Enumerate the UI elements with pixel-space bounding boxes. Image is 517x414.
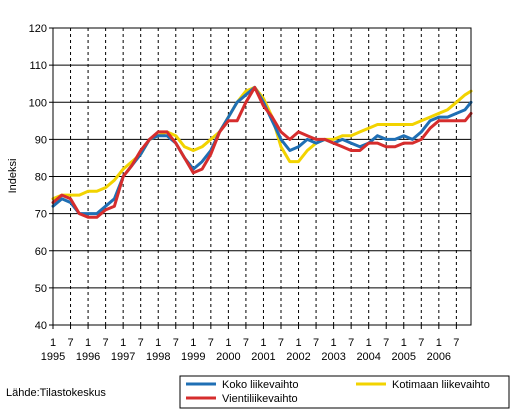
x-tick-label-month: 1: [225, 337, 231, 349]
x-tick-label-month: 1: [366, 337, 372, 349]
x-tick-label-month: 7: [348, 337, 354, 349]
series-lines: [51, 85, 473, 219]
x-tick-label-month: 7: [173, 337, 179, 349]
x-tick-label-month: 7: [418, 337, 424, 349]
legend-label-vienti: Vientiliikevaihto: [222, 393, 298, 405]
legend-item-vienti: Vientiliikevaihto: [186, 393, 298, 405]
legend-item-kotimaan: Kotimaan liikevaihto: [356, 379, 490, 391]
x-tick-label-year: 1999: [181, 351, 205, 363]
x-tick-label-year: 2003: [321, 351, 345, 363]
y-tick-label: 60: [35, 246, 47, 258]
x-tick-label-year: 2004: [356, 351, 380, 363]
x-tick-label-month: 1: [155, 337, 161, 349]
legend-item-koko: Koko liikevaihto: [186, 379, 298, 391]
x-tick-label-month: 1: [401, 337, 407, 349]
y-axis-ticks: 40 50 60 70 80 90 100 110 120: [29, 23, 53, 332]
x-tick-label-month: 7: [208, 337, 214, 349]
y-tick-label: 50: [35, 283, 47, 295]
x-tick-label-month: 7: [453, 337, 459, 349]
series-line-1: [51, 85, 473, 201]
x-tick-label-month: 7: [313, 337, 319, 349]
x-tick-label-month: 7: [103, 337, 109, 349]
x-tick-label-month: 1: [260, 337, 266, 349]
y-tick-label: 40: [35, 320, 47, 332]
legend-label-kotimaan: Kotimaan liikevaihto: [392, 379, 490, 391]
legend-box: [179, 375, 510, 409]
x-tick-label-year: 1995: [41, 351, 65, 363]
x-tick-label-month: 7: [67, 337, 73, 349]
y-tick-label: 110: [29, 60, 47, 72]
x-tick-label-year: 1997: [111, 351, 135, 363]
y-tick-label: 100: [29, 97, 47, 109]
x-tick-label-month: 7: [243, 337, 249, 349]
y-tick-label: 70: [35, 209, 47, 221]
x-tick-label-year: 1996: [76, 351, 100, 363]
x-tick-label-month: 7: [383, 337, 389, 349]
x-tick-label-year: 2001: [251, 351, 275, 363]
x-tick-label-month: 1: [331, 337, 337, 349]
x-tick-label-year: 2002: [286, 351, 310, 363]
x-tick-label-month: 7: [278, 337, 284, 349]
plot-frame: [52, 27, 472, 326]
x-tick-label-month: 7: [138, 337, 144, 349]
x-tick-label-month: 1: [190, 337, 196, 349]
source-note: Lähde:Tilastokeskus: [6, 387, 106, 399]
y-tick-label: 90: [35, 134, 47, 146]
series-line-2: [51, 85, 473, 219]
x-tick-label-year: 1998: [146, 351, 170, 363]
x-tick-label-year: 2005: [392, 351, 416, 363]
x-tick-label-month: 1: [85, 337, 91, 349]
y-tick-label: 80: [35, 172, 47, 184]
legend: Koko liikevaihto Kotimaan liikevaihto Vi…: [179, 375, 510, 409]
x-tick-label-month: 1: [295, 337, 301, 349]
legend-label-koko: Koko liikevaihto: [222, 379, 298, 391]
x-tick-label-year: 2000: [216, 351, 240, 363]
x-tick-label-month: 1: [120, 337, 126, 349]
x-tick-label-month: 1: [436, 337, 442, 349]
x-tick-label-month: 1: [50, 337, 56, 349]
y-tick-label: 120: [29, 23, 47, 35]
x-tick-label-year: 2006: [427, 351, 451, 363]
y-axis-title: Indeksi: [7, 159, 19, 194]
